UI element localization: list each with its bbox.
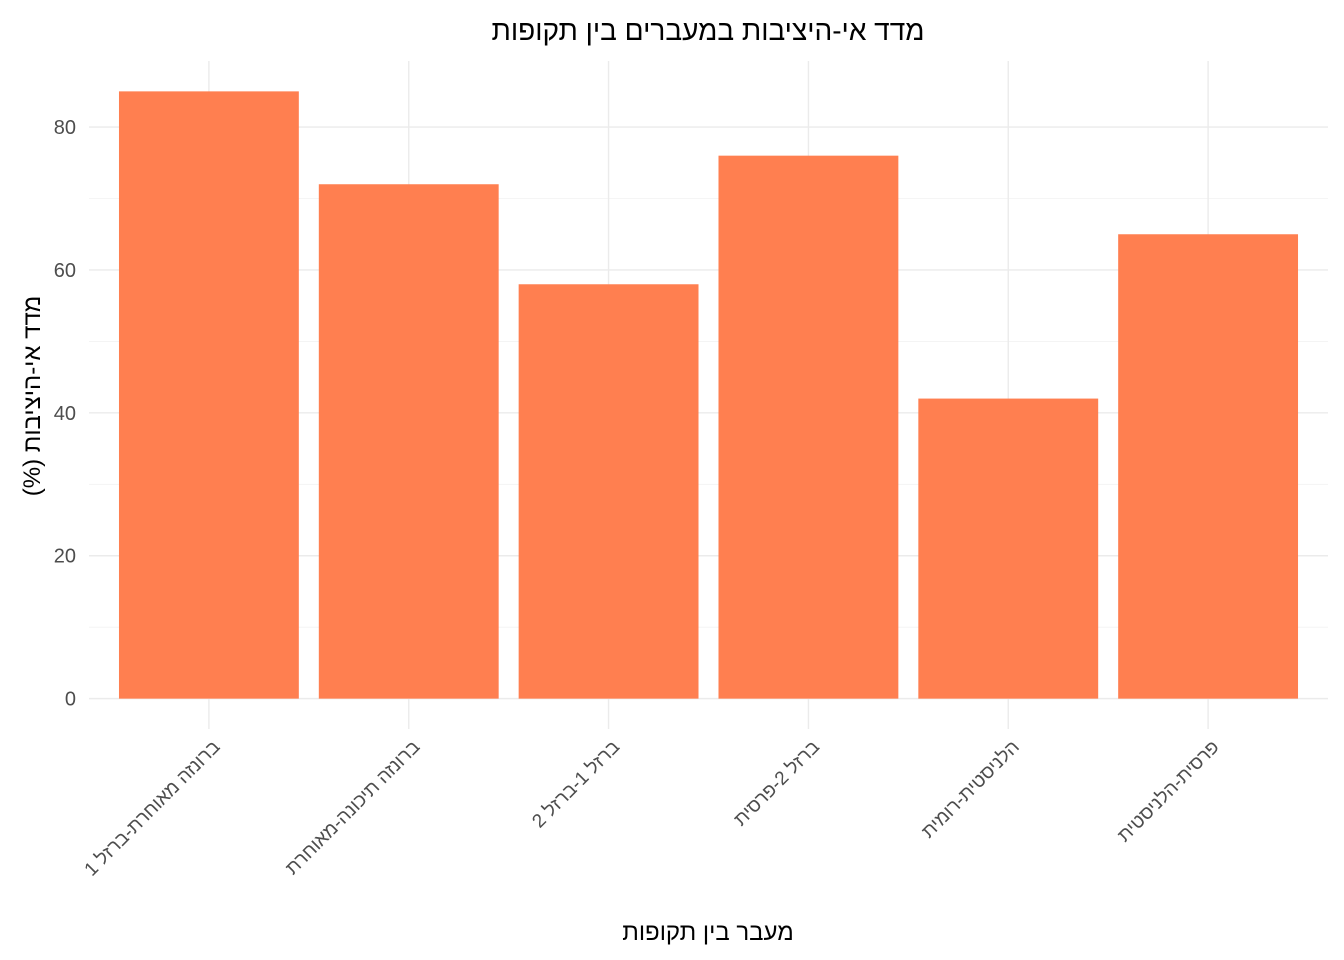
bar <box>1118 234 1299 699</box>
bar <box>518 284 699 699</box>
y-tick-label: 60 <box>54 260 76 282</box>
bar <box>118 91 299 699</box>
y-tick-label: 80 <box>54 117 76 139</box>
y-tick-label: 0 <box>65 689 76 711</box>
x-tick-label: ברזל 2-פרסית <box>730 737 824 831</box>
y-axis-title: מדד אי-היציבות (%) <box>19 296 46 497</box>
x-axis-ticks: ברונזה מאוחרת-ברזל 1 ברונזה תיכונה-מאוחרת… <box>81 737 1224 881</box>
bar <box>718 155 899 699</box>
x-tick-label: פרסית-הלניסטית <box>1114 737 1224 847</box>
bar <box>318 184 499 699</box>
bars <box>118 91 1299 699</box>
y-tick-label: 20 <box>54 546 76 568</box>
bar <box>918 398 1099 699</box>
x-axis-title: מעבר בין תקופות <box>622 919 794 946</box>
y-axis-ticks: 0 20 40 60 80 <box>54 117 76 711</box>
chart-title: מדד אי-היציבות במעברים בין תקופות <box>492 15 925 46</box>
x-tick-label: ברזל 1-ברזל 2 <box>528 737 624 833</box>
x-tick-label: ברונזה תיכונה-מאוחרת <box>282 737 424 879</box>
x-tick-label: ברונזה מאוחרת-ברזל 1 <box>81 737 225 881</box>
x-tick-label: הלניסטית-רומית <box>918 737 1024 843</box>
y-tick-label: 40 <box>54 403 76 425</box>
